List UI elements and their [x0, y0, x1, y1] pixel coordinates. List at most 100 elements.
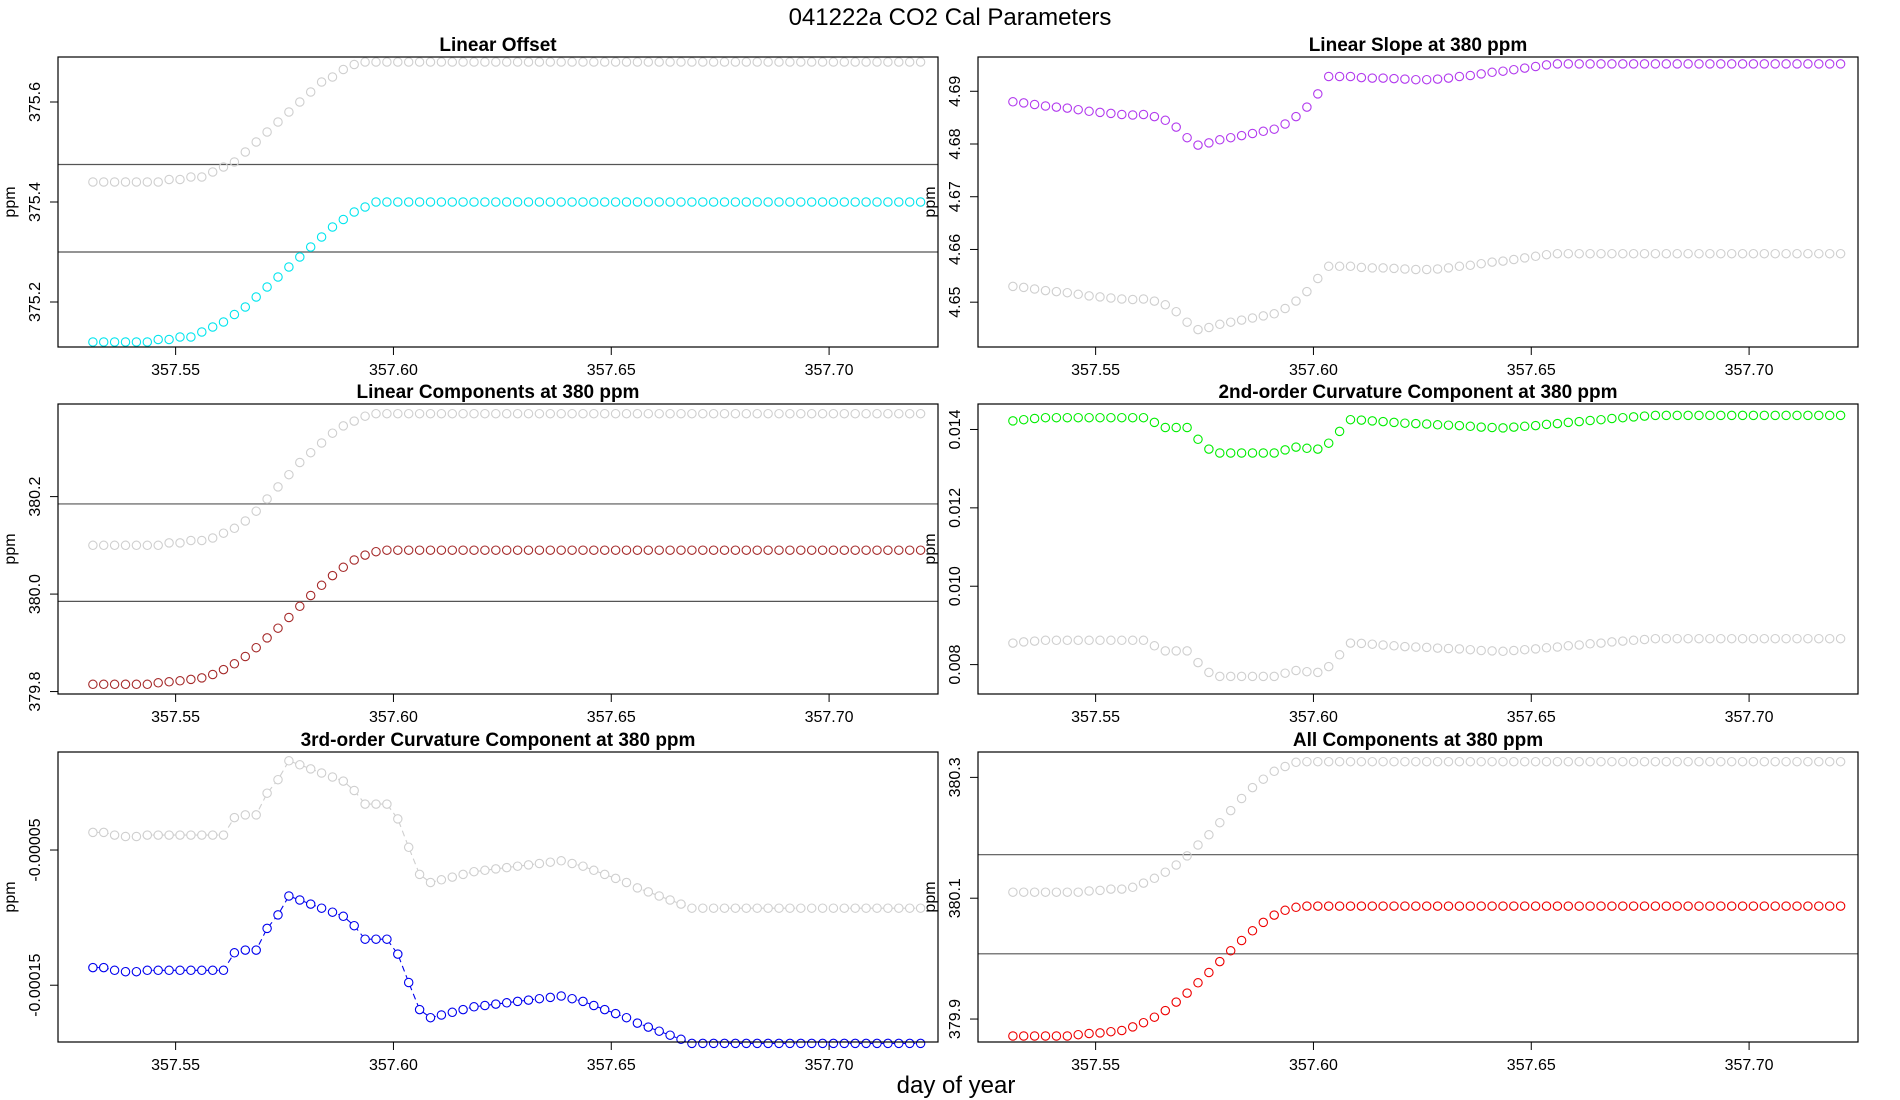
data-point: [1421, 264, 1432, 275]
data-point: [1345, 261, 1356, 272]
data-point: [1073, 1029, 1083, 1040]
data-point: [1040, 887, 1051, 897]
data-point: [425, 57, 436, 67]
data-point: [1650, 248, 1661, 259]
data-point: [1215, 135, 1225, 145]
data-point: [1661, 59, 1672, 69]
data-point: [1574, 756, 1584, 767]
x-tick-label: 357.55: [1071, 362, 1120, 379]
data-point: [1378, 901, 1388, 911]
data-point: [153, 830, 163, 840]
data-point: [632, 197, 643, 207]
data-point: [1411, 901, 1421, 911]
data-point: [371, 799, 381, 809]
data-point: [109, 540, 120, 551]
chart-panel-1: Linear Offset ppm 357.55 357.60 357.65 357.70…: [2, 35, 939, 379]
data-point: [1628, 635, 1639, 646]
data-point: [1661, 248, 1672, 259]
data-point: [523, 197, 534, 207]
data-point: [1182, 851, 1192, 861]
data-point: [1302, 756, 1312, 767]
data-point: [1726, 248, 1737, 259]
x-tick-label: 357.70: [1725, 362, 1774, 379]
data-point: [1803, 756, 1813, 767]
data-point: [1607, 756, 1617, 767]
data-point: [295, 457, 305, 468]
data-point: [752, 903, 762, 913]
data-point: [1051, 412, 1062, 423]
data-point: [796, 545, 806, 555]
panel-title: All Components at 380 ppm: [1293, 730, 1543, 751]
data-point: [589, 865, 599, 876]
data-point: [458, 869, 468, 880]
data-point: [752, 197, 762, 207]
data-point: [1117, 109, 1127, 120]
data-point: [425, 197, 436, 207]
data-point: [621, 877, 632, 888]
data-point: [1127, 412, 1138, 423]
data-point: [1672, 248, 1682, 259]
data-point: [1530, 644, 1541, 654]
data-point: [1541, 756, 1552, 767]
data-point: [1280, 303, 1290, 314]
data-point: [1650, 633, 1661, 644]
y-tick-label: 380.2: [27, 476, 44, 516]
data-point: [817, 903, 828, 913]
data-point: [1029, 99, 1040, 110]
data-point: [1302, 901, 1312, 911]
data-point: [567, 57, 577, 67]
data-point: [1814, 633, 1824, 644]
series-reference: [88, 57, 926, 187]
data-point: [501, 57, 512, 67]
data-point: [1432, 756, 1443, 767]
data-point: [654, 408, 664, 419]
data-point: [915, 903, 926, 913]
data-point: [327, 772, 338, 782]
data-point: [1073, 104, 1083, 115]
data-point: [1585, 901, 1595, 911]
data-point: [393, 197, 403, 207]
data-point: [197, 535, 207, 546]
data-point: [1225, 448, 1236, 458]
data-point: [1519, 421, 1530, 432]
data-point: [545, 408, 556, 419]
data-point: [1127, 110, 1138, 120]
data-point: [229, 309, 240, 320]
data-point: [1313, 89, 1323, 99]
data-point: [719, 545, 730, 555]
data-point: [1835, 756, 1846, 767]
data-point: [1236, 130, 1247, 141]
data-point: [752, 57, 762, 67]
data-point: [785, 1038, 795, 1049]
data-point: [1378, 263, 1388, 273]
data-point: [1029, 413, 1040, 424]
data-point: [1509, 254, 1519, 265]
data-point: [872, 57, 882, 67]
data-point: [349, 416, 359, 426]
x-tick-label: 357.60: [369, 362, 418, 379]
y-tick-label: 380.3: [947, 757, 964, 797]
y-tick-label: 379.9: [947, 999, 964, 1039]
data-point: [1258, 671, 1269, 682]
y-axis-label: ppm: [2, 881, 19, 912]
data-point: [785, 545, 795, 555]
data-point: [915, 1038, 926, 1049]
data-point: [349, 207, 359, 217]
data-point: [153, 965, 163, 976]
data-point: [436, 57, 447, 67]
data-point: [1215, 671, 1225, 682]
data-point: [1541, 60, 1552, 70]
data-point: [534, 545, 545, 555]
data-point: [861, 1038, 871, 1049]
data-point: [1313, 444, 1323, 454]
data-point: [828, 408, 839, 419]
data-point: [1193, 434, 1203, 445]
data-point: [349, 59, 359, 70]
data-point: [164, 677, 174, 687]
data-point: [512, 408, 523, 419]
data-point: [164, 174, 174, 185]
data-point: [1552, 59, 1563, 69]
data-point: [1367, 73, 1378, 83]
data-point: [1650, 410, 1661, 421]
